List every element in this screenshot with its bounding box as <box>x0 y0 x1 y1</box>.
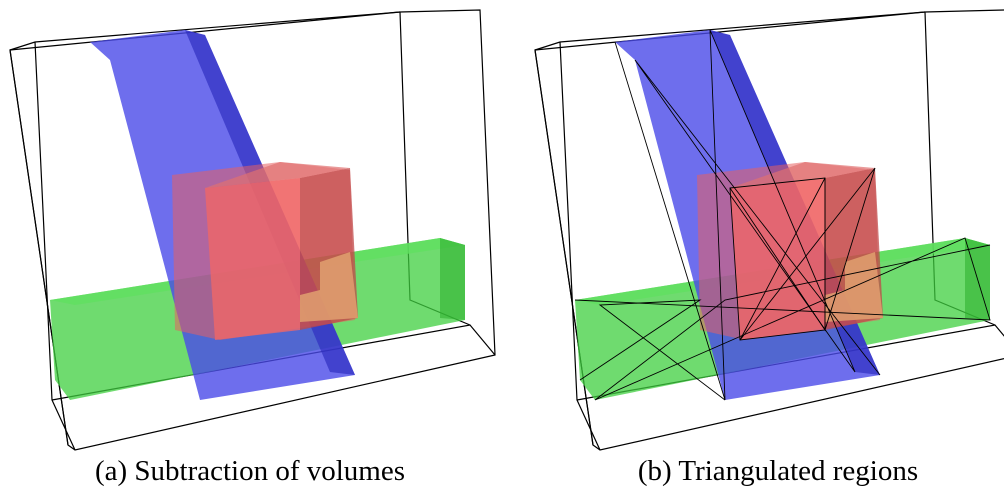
caption: (a) Subtraction of volumes <box>95 455 405 487</box>
triangulated-render <box>535 10 1004 450</box>
volumes-render <box>10 10 495 450</box>
figure: (a) Subtraction of volumes (b) Triangula… <box>0 0 1004 498</box>
caption: (b) Triangulated regions <box>638 455 918 487</box>
